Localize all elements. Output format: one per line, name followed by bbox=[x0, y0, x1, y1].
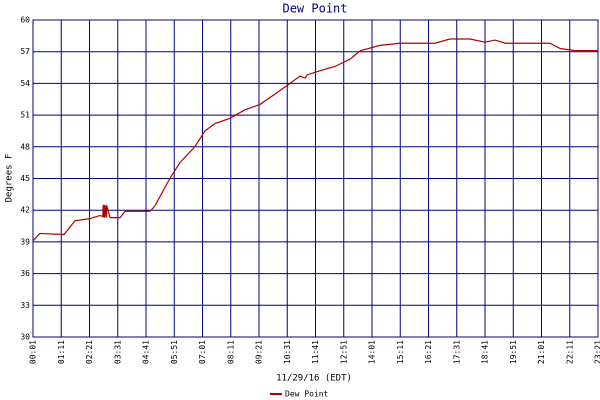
x-tick-label: 16:21 bbox=[424, 340, 433, 364]
x-tick-label: 19:51 bbox=[509, 340, 518, 364]
x-tick-label: 04:41 bbox=[142, 340, 151, 364]
y-axis-title: Degrees F bbox=[5, 154, 15, 203]
x-tick-label: 10:31 bbox=[283, 340, 292, 364]
plot-frame bbox=[32, 19, 599, 338]
x-tick-label: 08:11 bbox=[226, 340, 235, 364]
y-tick-label: 54 bbox=[20, 79, 30, 88]
y-tick-label: 48 bbox=[20, 142, 30, 151]
x-tick-label: 15:11 bbox=[396, 340, 405, 364]
x-tick-label: 21:01 bbox=[537, 340, 546, 364]
x-tick-label: 17:31 bbox=[452, 340, 461, 364]
y-tick-label: 57 bbox=[20, 47, 30, 56]
x-tick-label: 23:21 bbox=[594, 340, 600, 364]
x-tick-label: 07:01 bbox=[198, 340, 207, 364]
y-tick-label: 60 bbox=[20, 16, 30, 25]
x-tick-label: 22:11 bbox=[565, 340, 574, 364]
data-line bbox=[32, 38, 598, 242]
y-tick-label: 33 bbox=[20, 301, 30, 310]
x-tick-label: 12:51 bbox=[339, 340, 348, 364]
legend-label: Dew Point bbox=[285, 390, 329, 399]
x-tick-label: 02:21 bbox=[85, 340, 94, 364]
x-tick-label: 01:11 bbox=[57, 340, 66, 364]
x-tick-label: 09:21 bbox=[255, 340, 264, 364]
y-tick-label: 45 bbox=[20, 174, 30, 183]
x-tick-label: 14:01 bbox=[368, 340, 377, 364]
y-tick-label: 39 bbox=[20, 237, 30, 246]
x-axis-title: 11/29/16 (EDT) bbox=[276, 374, 352, 384]
x-tick-label: 11:41 bbox=[311, 340, 320, 364]
y-tick-label: 30 bbox=[20, 333, 30, 342]
chart-title: Dew Point bbox=[282, 2, 347, 16]
y-tick-label: 42 bbox=[20, 206, 30, 215]
x-tick-label: 05:51 bbox=[170, 340, 179, 364]
x-tick-label: 18:41 bbox=[481, 340, 490, 364]
x-tick-label: 03:31 bbox=[113, 340, 122, 364]
y-tick-label: 36 bbox=[20, 269, 30, 278]
x-tick-label: 00:01 bbox=[29, 340, 38, 364]
y-tick-label: 51 bbox=[20, 111, 30, 120]
